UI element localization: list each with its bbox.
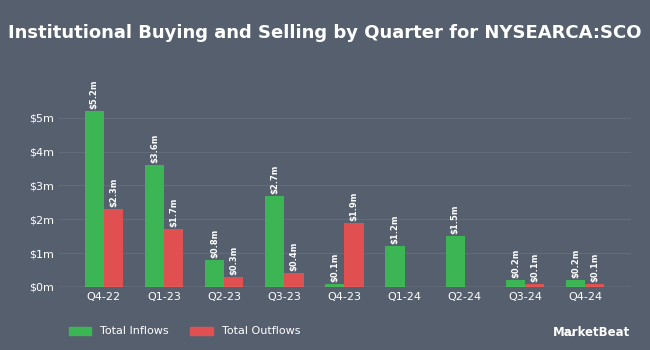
Text: $0.3m: $0.3m [229,246,239,275]
Bar [104,209,123,287]
Bar [506,280,525,287]
Text: $0.1m: $0.1m [330,252,339,282]
Bar [164,229,183,287]
Text: $1.9m: $1.9m [350,191,359,220]
Text: $0.8m: $0.8m [210,229,219,258]
Bar [566,280,585,287]
Text: $0.2m: $0.2m [511,249,520,278]
Text: $0.1m: $0.1m [590,252,599,282]
Bar [385,246,405,287]
Text: $1.2m: $1.2m [391,215,400,244]
Legend: Total Inflows, Total Outflows: Total Inflows, Total Outflows [64,322,304,341]
Text: $0.4m: $0.4m [289,242,298,271]
Text: MarketBeat: MarketBeat [553,327,630,340]
Text: $3.6m: $3.6m [150,134,159,163]
Bar [446,236,465,287]
Text: $2.7m: $2.7m [270,164,280,194]
Bar [325,284,344,287]
Text: $1.5m: $1.5m [450,205,460,234]
Bar [284,273,304,287]
Text: $0.1m: $0.1m [530,252,540,282]
Text: $2.3m: $2.3m [109,178,118,207]
Bar [525,284,544,287]
Bar [145,165,164,287]
Bar [265,196,284,287]
Text: $5.2m: $5.2m [90,79,99,109]
Text: ∿: ∿ [564,326,575,340]
Bar [344,223,364,287]
Text: $0.2m: $0.2m [571,249,580,278]
Bar [205,260,224,287]
Text: $1.7m: $1.7m [169,198,178,228]
Bar [84,111,104,287]
Bar [585,284,604,287]
Bar [224,277,243,287]
Text: Institutional Buying and Selling by Quarter for NYSEARCA:SCO: Institutional Buying and Selling by Quar… [8,25,642,42]
